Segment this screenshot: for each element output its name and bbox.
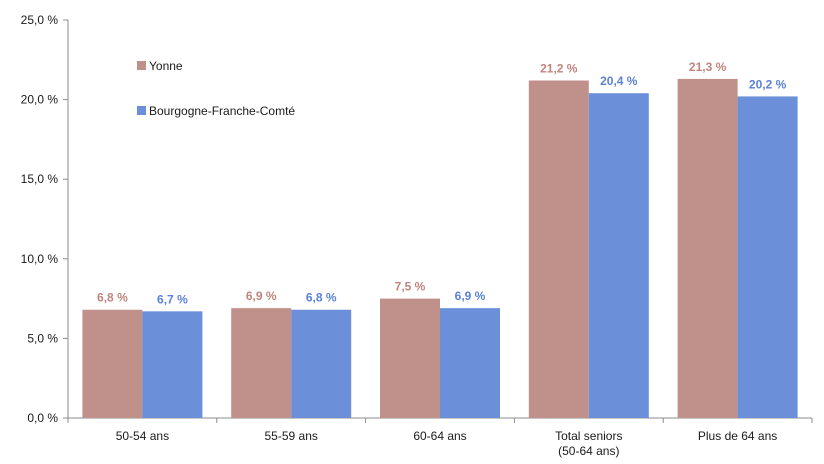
chart-data-labels: 6,8 % 6,7 % 6,9 % 6,8 % 7,5 % 6,9 % 21,2 % 20,4… bbox=[97, 60, 787, 306]
y-tick-label: 20,0 % bbox=[21, 93, 59, 107]
data-label: 20,4 % bbox=[600, 74, 638, 88]
legend-label: Yonne bbox=[149, 59, 183, 73]
bar-bfc bbox=[588, 93, 649, 419]
bar-bfc bbox=[440, 308, 500, 418]
data-label: 6,8 % bbox=[306, 291, 337, 305]
x-category-label: 60-64 ans bbox=[413, 429, 466, 443]
bar-yonne bbox=[82, 309, 143, 418]
x-category-label: 55-59 ans bbox=[265, 429, 318, 443]
bar-yonne bbox=[528, 80, 589, 418]
data-label: 21,3 % bbox=[689, 60, 727, 74]
x-category-label: (50-64 ans) bbox=[558, 444, 619, 458]
bar-bfc bbox=[737, 96, 798, 418]
data-label: 7,5 % bbox=[395, 280, 426, 294]
x-category-label: Total seniors bbox=[555, 429, 622, 443]
y-tick-label: 0,0 % bbox=[27, 411, 58, 425]
chart-bars bbox=[82, 78, 798, 419]
bar-bfc bbox=[291, 309, 352, 418]
bar-yonne bbox=[380, 298, 440, 418]
y-tick-label: 10,0 % bbox=[21, 252, 59, 266]
chart-category-labels: 50-54 ans 55-59 ans 60-64 ans Total seniors… bbox=[116, 429, 778, 458]
x-category-label: 50-54 ans bbox=[116, 429, 169, 443]
y-tick-label: 5,0 % bbox=[27, 331, 58, 345]
bar-yonne bbox=[677, 78, 738, 419]
legend-swatch bbox=[137, 61, 146, 70]
bar-yonne bbox=[231, 308, 292, 418]
y-tick-label: 25,0 % bbox=[21, 13, 59, 27]
data-label: 6,9 % bbox=[246, 289, 277, 303]
chart-legend: Yonne Bourgogne-Franche-Comté bbox=[137, 59, 295, 118]
data-label: 20,2 % bbox=[749, 77, 787, 91]
legend-swatch bbox=[137, 106, 146, 115]
data-label: 6,8 % bbox=[97, 291, 128, 305]
data-label: 6,7 % bbox=[157, 292, 188, 306]
data-label: 6,9 % bbox=[455, 289, 486, 303]
y-tick-label: 15,0 % bbox=[21, 172, 59, 186]
data-label: 21,2 % bbox=[540, 61, 578, 75]
legend-label: Bourgogne-Franche-Comté bbox=[149, 104, 295, 118]
x-category-label: Plus de 64 ans bbox=[698, 429, 777, 443]
bar-bfc bbox=[142, 311, 203, 418]
